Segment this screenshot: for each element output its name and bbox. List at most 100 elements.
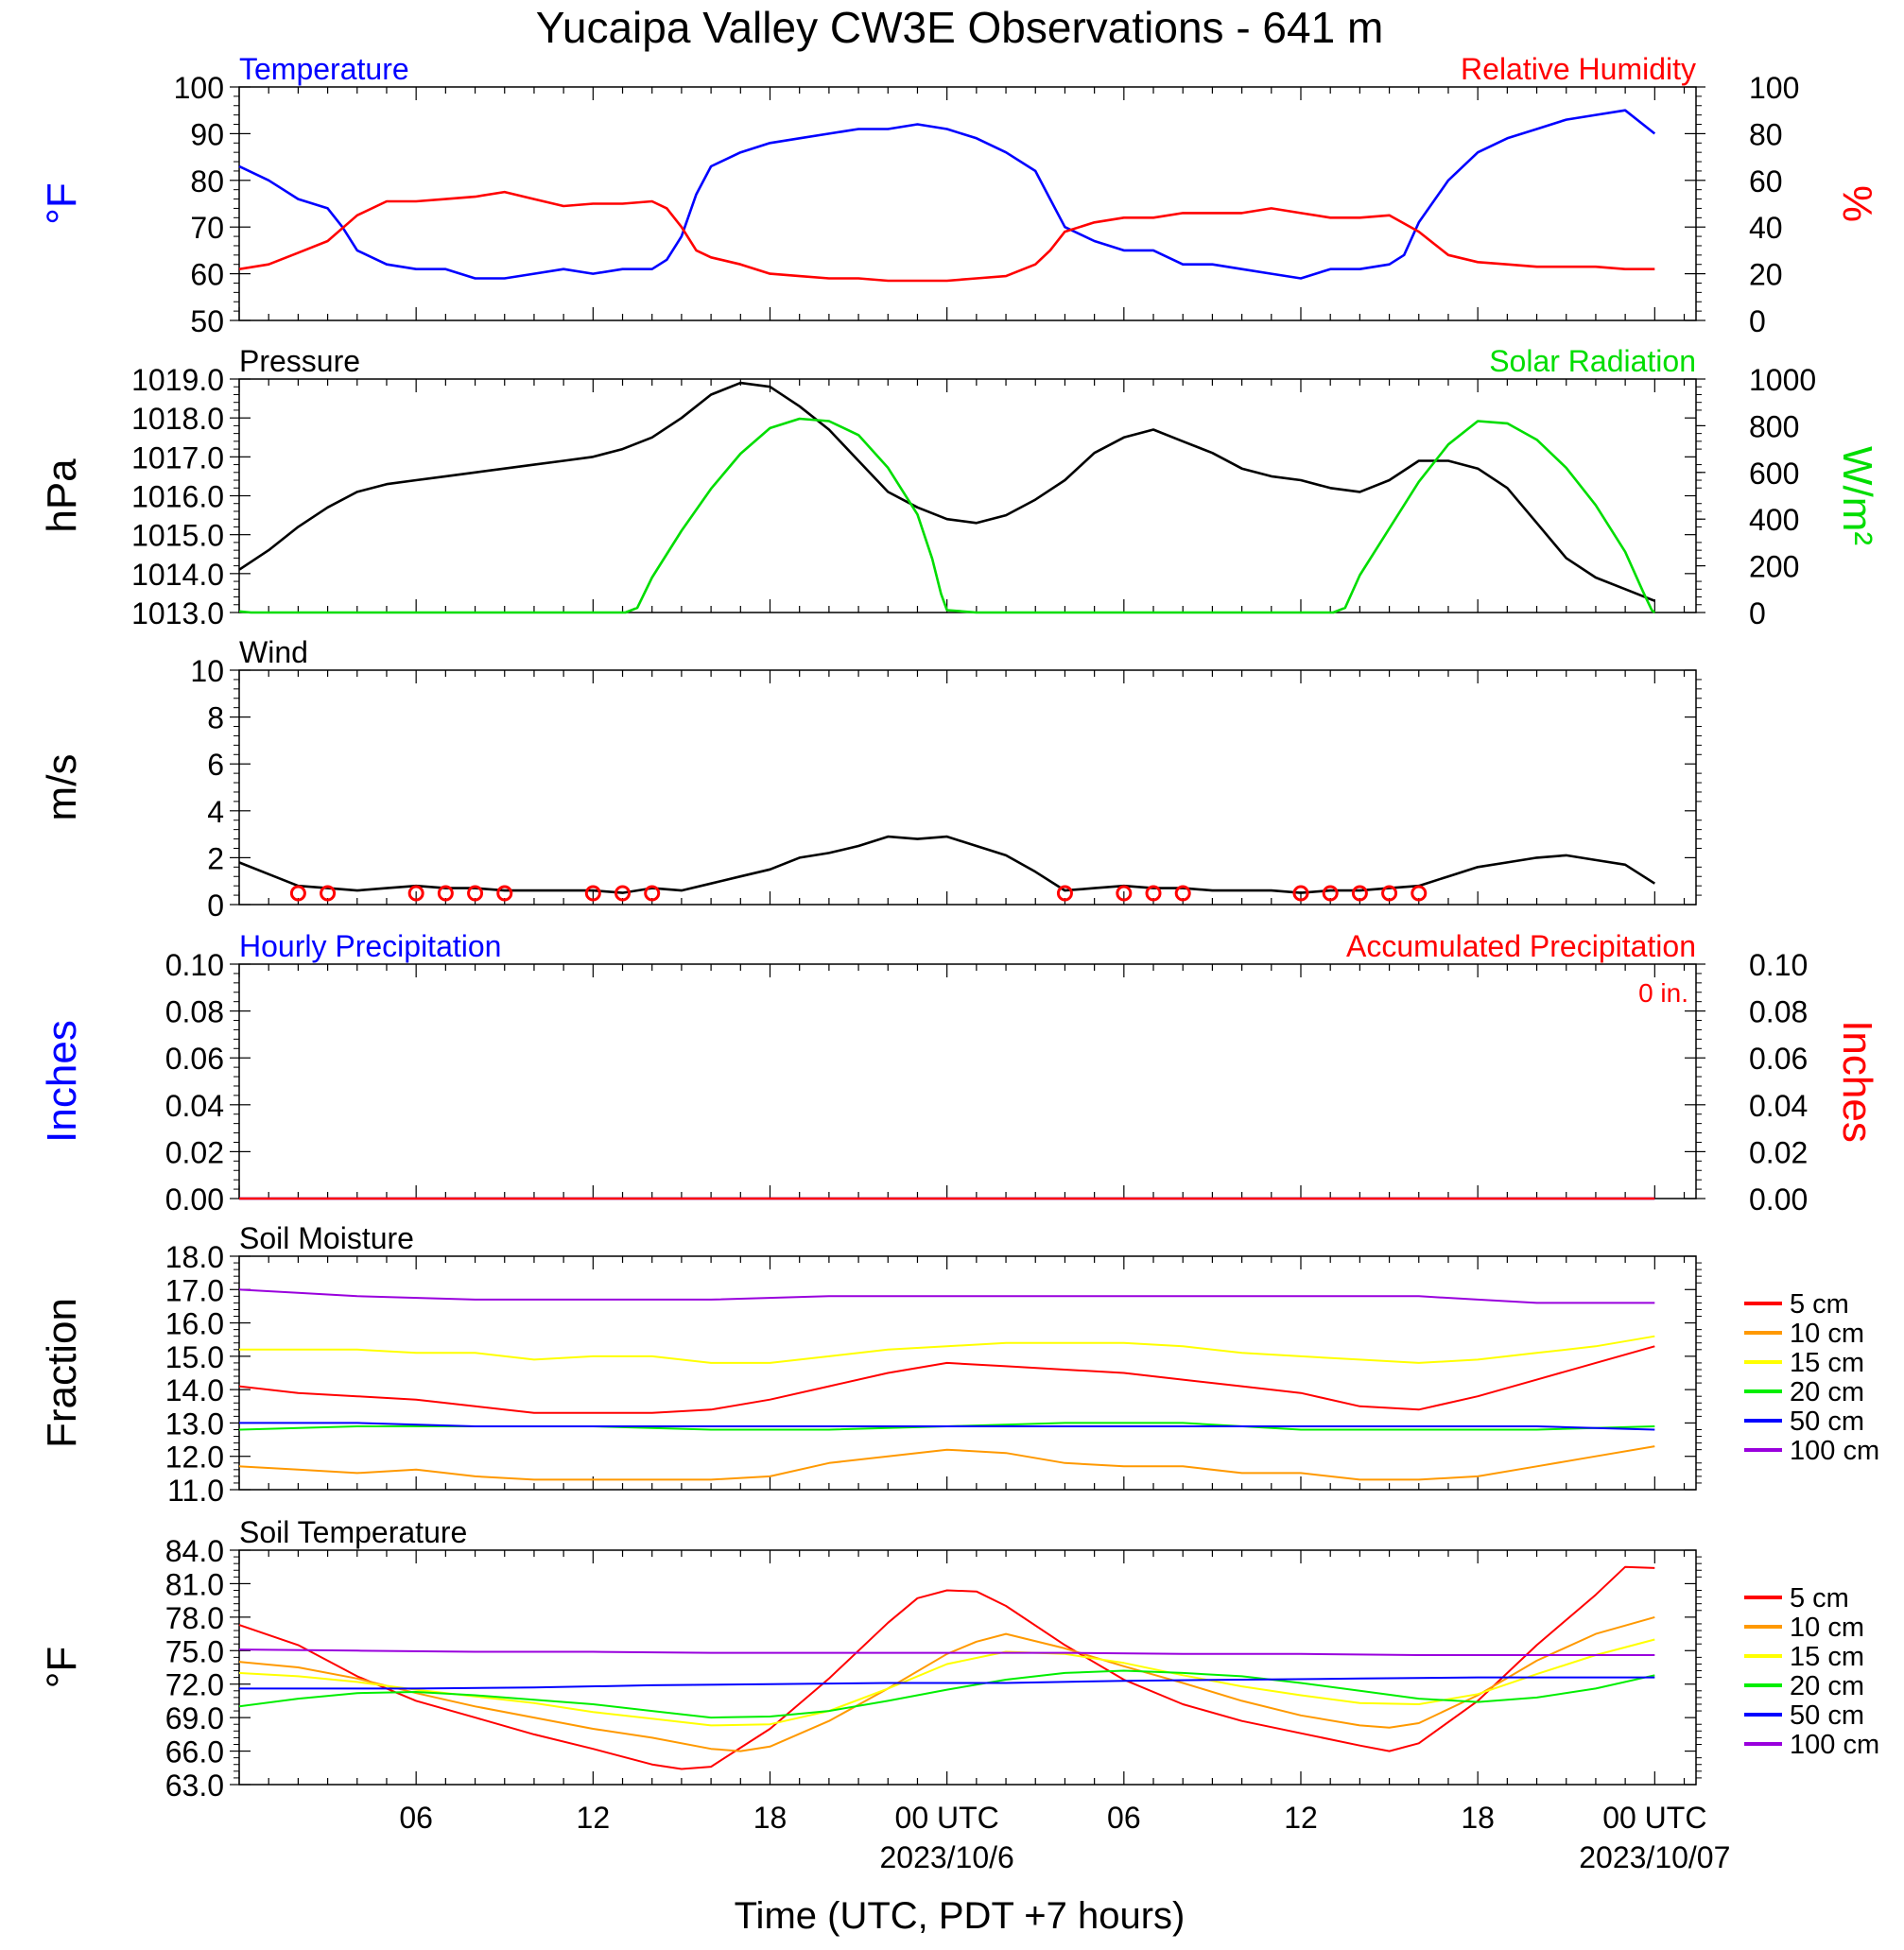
calm-wind-marker: [1411, 885, 1428, 902]
y2-tick-label: 200: [1749, 550, 1799, 584]
y2-tick-label: 0.02: [1749, 1135, 1808, 1169]
series-line-15-cm: [239, 1335, 1655, 1364]
legend-label: 15 cm: [1790, 1348, 1864, 1378]
y-tick-label: 70: [190, 211, 224, 245]
y-tick-label: 2: [207, 841, 224, 875]
y-tick-label: 0.04: [165, 1089, 224, 1123]
y2-axis-label: %: [1834, 185, 1880, 222]
series-line-50-cm: [239, 1422, 1655, 1431]
y-tick-label: 0.06: [165, 1042, 224, 1076]
legend-label: 5 cm: [1790, 1289, 1849, 1320]
x-tick-label: 12: [1284, 1801, 1318, 1835]
y-tick-label: 1017.0: [131, 440, 224, 475]
panel-frame: [238, 1255, 1697, 1491]
y2-tick-label: 0.10: [1749, 948, 1808, 982]
y-tick-label: 8: [207, 701, 224, 735]
page-title: Yucaipa Valley CW3E Observations - 641 m: [536, 3, 1384, 52]
y-tick-label: 75.0: [165, 1634, 224, 1668]
y2-tick-label: 400: [1749, 503, 1799, 537]
calm-wind-marker: [1174, 885, 1191, 902]
legend-label: 100 cm: [1790, 1730, 1879, 1760]
y-tick-label: 1019.0: [131, 363, 224, 397]
y2-tick-label: 0.00: [1749, 1182, 1808, 1217]
y2-tick-label: 0: [1749, 304, 1766, 338]
legend-label: 50 cm: [1790, 1700, 1864, 1731]
y-tick-label: 1015.0: [131, 519, 224, 553]
y-tick-label: 15.0: [165, 1340, 224, 1374]
y-axis-label: °F: [39, 1647, 85, 1688]
legend-label: 20 cm: [1790, 1377, 1864, 1407]
x-tick-label: 00 UTC: [1602, 1801, 1706, 1835]
y-tick-label: 63.0: [165, 1769, 224, 1803]
y-tick-label: 72.0: [165, 1668, 224, 1702]
y-tick-label: 10: [190, 654, 224, 688]
calm-wind-marker: [320, 885, 337, 902]
y2-tick-label: 40: [1749, 211, 1783, 245]
x-axis-title: Time (UTC, PDT +7 hours): [735, 1895, 1186, 1937]
y-tick-label: 84.0: [165, 1534, 224, 1568]
panel-0: 50 60 70 80 90 100 0 20 40 60 80 100 Temperature Rela…: [39, 52, 1880, 338]
y-tick-label: 100: [174, 71, 224, 105]
series-line-100-cm: [238, 1648, 1655, 1656]
series-line-10-cm: [238, 1445, 1655, 1481]
series-line-100-cm: [238, 1288, 1655, 1304]
y-tick-label: 0.10: [165, 948, 224, 982]
y-tick-label: 1018.0: [131, 402, 224, 436]
y-axis-label: hPa: [39, 458, 85, 533]
panel-frame: [238, 378, 1697, 613]
y-tick-label: 90: [190, 117, 224, 151]
panel-title-left: Pressure: [239, 344, 360, 378]
y-tick-label: 69.0: [165, 1701, 224, 1735]
legend-label: 10 cm: [1790, 1319, 1864, 1349]
y2-tick-label: 60: [1749, 164, 1783, 198]
y-tick-label: 16.0: [165, 1307, 224, 1341]
x-tick-label: 06: [1107, 1801, 1141, 1835]
y-tick-label: 0.08: [165, 995, 224, 1029]
y-tick-label: 0: [207, 889, 224, 923]
calm-wind-marker: [1116, 885, 1133, 902]
series-line-50-cm: [239, 1676, 1655, 1690]
y-tick-label: 60: [190, 258, 224, 292]
panel-title-left: Temperature: [239, 52, 409, 86]
y2-tick-label: 0.08: [1749, 995, 1808, 1029]
x-tick-label: 12: [577, 1801, 611, 1835]
y-tick-label: 66.0: [165, 1735, 224, 1769]
panel-frame: [238, 669, 1697, 906]
calm-wind-marker: [644, 885, 661, 902]
panel-5: 63.066.069.072.075.078.081.084.0 Soil Tem…: [39, 1515, 1879, 1803]
calm-wind-marker: [1322, 885, 1339, 902]
calm-wind-marker: [1292, 885, 1309, 902]
panel-2: 0 2 4 6 8 10 Wind m/s: [39, 635, 1702, 923]
series-line-relative-humidity: [238, 190, 1655, 283]
x-tick-label: 06: [399, 1801, 433, 1835]
y2-axis-label: Inches: [1834, 1020, 1880, 1143]
y-tick-label: 18.0: [165, 1240, 224, 1274]
y2-tick-label: 100: [1749, 71, 1799, 105]
y2-tick-label: 0: [1749, 596, 1766, 630]
calm-wind-marker: [1381, 885, 1398, 902]
y-axis-label: Inches: [39, 1020, 85, 1143]
legend-label: 15 cm: [1790, 1642, 1864, 1672]
y-axis-label: °F: [39, 182, 85, 224]
y-tick-label: 78.0: [165, 1601, 224, 1635]
calm-wind-marker: [467, 885, 484, 902]
calm-wind-marker: [289, 885, 306, 902]
y-tick-label: 50: [190, 304, 224, 338]
series-line-20-cm: [238, 1669, 1655, 1719]
y-tick-label: 0.02: [165, 1135, 224, 1169]
y2-tick-label: 800: [1749, 409, 1799, 443]
y-tick-label: 1016.0: [131, 480, 224, 514]
y2-tick-label: 1000: [1749, 363, 1816, 397]
panel-3: 0.00 0.02 0.04 0.06 0.08 0.10 0.00 0.02 0.04 0.06…: [39, 929, 1880, 1217]
calm-wind-marker: [1145, 885, 1162, 902]
y2-tick-label: 0.04: [1749, 1089, 1808, 1123]
series-line-solar-radiation: [238, 417, 1656, 614]
panel-frame: [238, 963, 1697, 1199]
y-tick-label: 6: [207, 748, 224, 782]
y-tick-label: 80: [190, 164, 224, 198]
legend-label: 50 cm: [1790, 1406, 1864, 1437]
series-line-5-cm: [238, 1565, 1655, 1770]
series-line-10-cm: [238, 1615, 1655, 1752]
